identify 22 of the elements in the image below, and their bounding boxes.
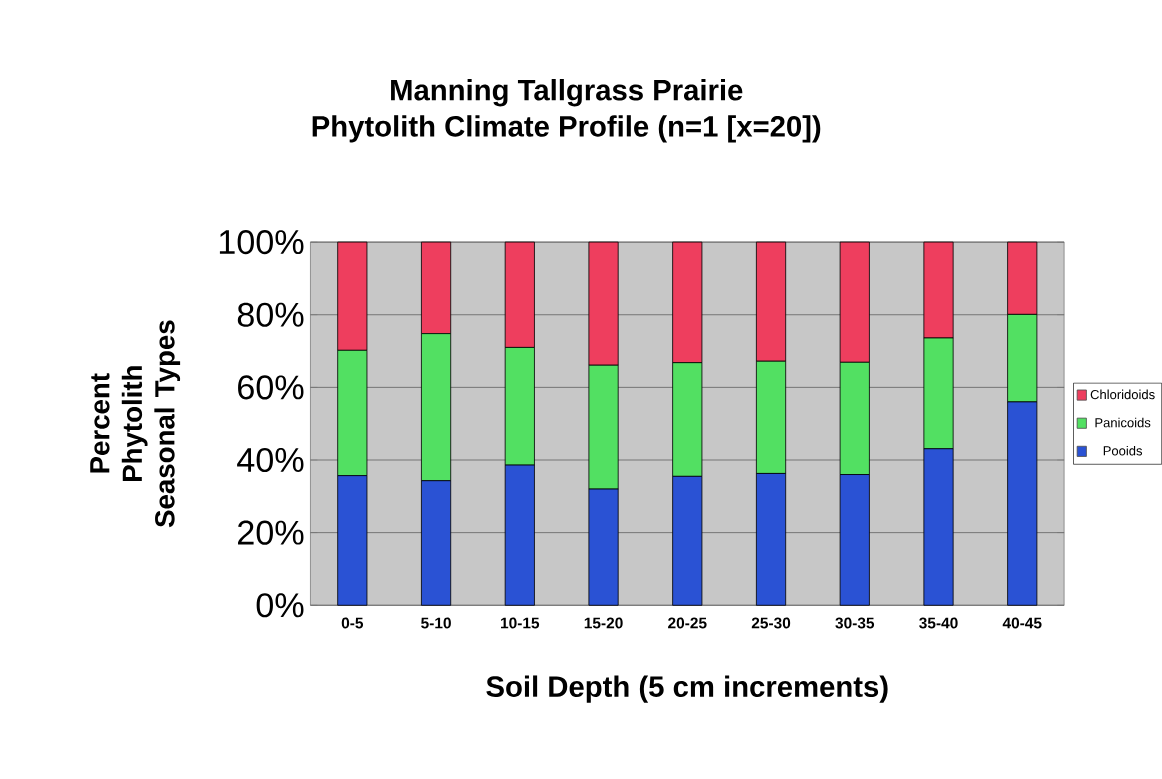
- x-tick-label: 0-5: [341, 617, 364, 629]
- x-axis-title: Soil Depth (5 cm increments): [486, 675, 888, 703]
- x-tick-label: 15-20: [584, 617, 623, 629]
- y-tick-label: 20%: [238, 520, 304, 545]
- y-tick-label: 80%: [237, 302, 304, 327]
- y-tick-label: 40%: [237, 447, 304, 473]
- x-tick-label: 20-25: [668, 617, 707, 629]
- x-tick-label: 25-30: [751, 617, 791, 629]
- chart-title: Manning Tallgrass Prairie: [391, 78, 743, 107]
- y-tick-label: 100%: [219, 229, 304, 255]
- legend-label: Pooids: [1103, 445, 1143, 456]
- x-tick-label: 5-10: [421, 617, 451, 629]
- legend-label: Panicoids: [1095, 417, 1151, 428]
- y-axis-title: Percent Phytolith Seasonal Types: [90, 320, 181, 528]
- x-tick-label: 30-35: [835, 617, 875, 629]
- x-tick-label: 40-45: [1002, 617, 1042, 629]
- chart-subtitle: Phytolith Climate Profile (n=1 [x=20]): [312, 115, 821, 143]
- x-tick-label: 10-15: [501, 617, 540, 629]
- y-tick-label: 60%: [238, 375, 304, 400]
- y-tick-label: 0%: [256, 593, 304, 618]
- x-tick-label: 35-40: [919, 617, 958, 629]
- legend-label: Chloridoids: [1090, 389, 1155, 400]
